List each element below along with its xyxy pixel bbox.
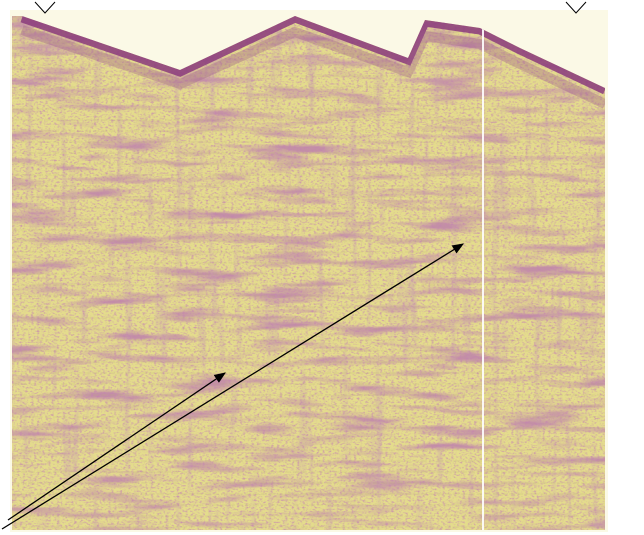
- page: [0, 0, 644, 535]
- radargram: [10, 10, 610, 535]
- trace-lines: [10, 10, 610, 535]
- radargram-figure: [0, 0, 644, 535]
